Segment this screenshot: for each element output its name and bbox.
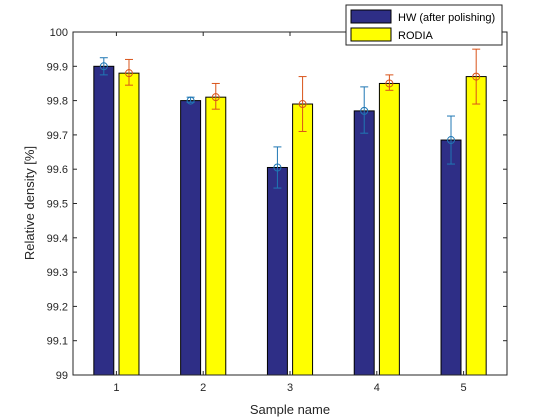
- errorbar-marker-series-1-sample-1: [99, 62, 108, 71]
- errorbar-marker-series-2-sample-3: [298, 100, 307, 109]
- bar-series-2-sample-1: [118, 72, 140, 376]
- y-axis-label: Relative density [%]: [22, 146, 37, 260]
- errorbar-marker-series-1-sample-2: [186, 96, 195, 105]
- errorbar-marker-series-1-sample-5: [447, 136, 456, 145]
- bar-series-1-sample-5: [440, 139, 462, 376]
- x-tick-label: 1: [113, 382, 119, 394]
- x-axis-label: Sample name: [250, 402, 330, 417]
- bar-series-2-sample-2: [205, 96, 227, 376]
- bar-series-1-sample-1: [93, 65, 115, 376]
- y-tick-label: 99.2: [47, 301, 68, 313]
- errorbars-layer: [99, 48, 481, 189]
- y-tick-label: 99.6: [47, 164, 68, 176]
- errorbar-marker-series-1-sample-3: [273, 163, 282, 172]
- x-tick-label: 2: [200, 382, 206, 394]
- y-tick-label: 99: [56, 370, 68, 382]
- ticks-layer: 99 99.1 99.2 99.3 99.4 99.5 99.6 99.7 99.8 99.9 10…: [47, 27, 507, 394]
- errorbar-marker-series-1-sample-4: [360, 106, 369, 115]
- y-tick-label: 99.7: [47, 130, 68, 142]
- y-tick-label: 99.8: [47, 96, 68, 108]
- y-tick-label: 99.1: [47, 336, 68, 348]
- bar-series-1-sample-2: [180, 100, 202, 376]
- bar-series-2-sample-5: [465, 76, 487, 376]
- y-tick-label: 99.9: [47, 61, 68, 73]
- bar-series-2-sample-3: [292, 103, 314, 376]
- errorbar-marker-series-2-sample-4: [385, 79, 394, 88]
- plot-area: [73, 32, 507, 375]
- legend-swatch-hw: [350, 9, 392, 24]
- bar-series-1-sample-3: [266, 166, 288, 376]
- y-tick-label: 99.4: [47, 233, 68, 245]
- y-tick-label: 99.3: [47, 267, 68, 279]
- legend-swatch-rodia: [350, 27, 392, 42]
- bar-series-1-sample-4: [353, 110, 375, 376]
- legend: HW (after polishing) RODIA: [345, 4, 503, 46]
- bars-layer: [93, 65, 487, 376]
- errorbar-marker-series-2-sample-2: [211, 93, 220, 102]
- legend-label-rodia: RODIA: [398, 30, 434, 42]
- errorbar-marker-series-2-sample-5: [472, 72, 481, 81]
- legend-label-hw: HW (after polishing): [398, 12, 495, 24]
- x-tick-label: 3: [287, 382, 293, 394]
- errorbar-marker-series-2-sample-1: [124, 69, 133, 78]
- y-tick-label: 100: [50, 27, 68, 39]
- x-tick-label: 5: [461, 382, 467, 394]
- y-tick-label: 99.5: [47, 199, 68, 211]
- bar-series-2-sample-4: [378, 82, 400, 376]
- x-tick-label: 4: [374, 382, 380, 394]
